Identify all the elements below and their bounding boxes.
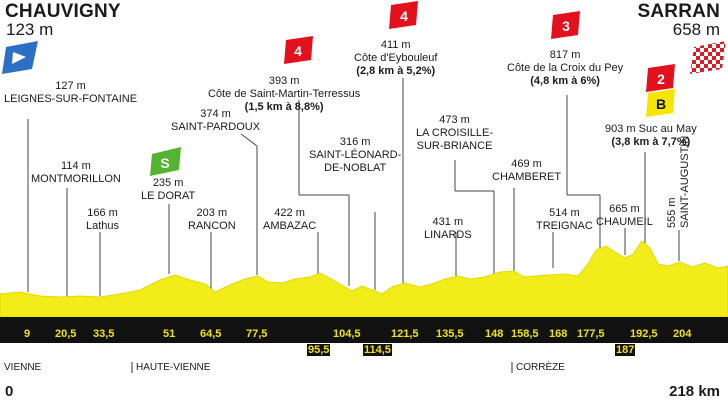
km-tick: 51: [163, 328, 176, 340]
elevation-profile: [0, 240, 728, 318]
waypoint-label: 166 m Lathus: [86, 207, 120, 232]
waypoint-label: 374 m SAINT-PARDOUX: [171, 108, 261, 133]
km-tick: 9: [24, 328, 31, 340]
leader-lines: [27, 78, 680, 297]
waypoint-label: 431 m LINARDS: [424, 216, 472, 241]
finish-town: SARRAN: [637, 1, 720, 22]
waypoint-label: 514 m TREIGNAC: [536, 207, 593, 232]
svg-text:4: 4: [400, 8, 408, 24]
km-tick: 20,5: [55, 328, 77, 340]
climb-label: 903 m Suc au May (3,8 km à 7,7%): [605, 123, 697, 148]
km-tick: 114,5: [363, 344, 392, 356]
start-km: 0: [5, 383, 14, 400]
waypoint-label: 469 m CHAMBERET: [492, 158, 562, 183]
km-tick: 104,5: [333, 328, 361, 340]
climb-label: 393 m Côte de Saint-Martin-Terressus (1,5 …: [208, 75, 361, 113]
waypoint-label: 473 m LA CROISILLE- SUR-BRIANCE: [416, 114, 494, 152]
km-tick: 95,5: [307, 344, 331, 356]
finish-altitude: 658 m: [672, 20, 720, 39]
km-tick: 204: [673, 328, 692, 340]
waypoint-label: 127 m LEIGNES-SUR-FONTAINE: [4, 80, 138, 105]
waypoint-label-rotated: 555 m SAINT-AUGUSTIN: [666, 135, 691, 228]
total-distance: 218 km: [669, 383, 720, 400]
km-tick: 192,5: [630, 328, 658, 340]
waypoint-label: 114 m MONTMORILLON: [31, 160, 121, 185]
start-town: CHAUVIGNY: [5, 1, 121, 22]
region-correze: CORRÈZE: [516, 362, 565, 373]
climb-cat2-badge: 2: [646, 64, 675, 92]
svg-text:4: 4: [294, 43, 302, 59]
sprint-badge: S: [150, 147, 181, 176]
distance-band: [0, 317, 728, 343]
km-tick: 158,5: [511, 328, 539, 340]
region-vienne: VIENNE: [4, 362, 42, 373]
svg-text:B: B: [656, 96, 666, 112]
climb-label: 411 m Côte d'Eybouleuf (2,8 km à 5,2%): [354, 39, 438, 77]
waypoint-label: 316 m SAINT-LÉONARD- DE-NOBLAT: [309, 136, 402, 174]
waypoint-label: 203 m RANCON: [188, 207, 236, 232]
climb-cat3-badge: 3: [551, 11, 580, 39]
start-flag-icon: [2, 41, 38, 74]
waypoint-label: 235 m LE DORAT: [141, 177, 196, 202]
km-tick: 148: [485, 328, 504, 340]
km-tick: 187: [615, 344, 636, 356]
km-tick: 168: [549, 328, 568, 340]
km-tick: 121,5: [391, 328, 419, 340]
svg-text:3: 3: [562, 18, 570, 34]
km-tick: 177,5: [577, 328, 605, 340]
climb-cat4-badge-2: 4: [389, 1, 418, 29]
waypoint-label: 665 m CHAUMEIL: [596, 203, 653, 228]
svg-text:S: S: [160, 155, 169, 171]
climb-label: 817 m Côte de la Croix du Pey (4,8 km à 6%…: [507, 49, 624, 87]
region-haute-vienne: HAUTE-VIENNE: [136, 362, 211, 373]
km-tick: 135,5: [436, 328, 464, 340]
svg-text:2: 2: [657, 71, 665, 87]
climb-cat4-badge-1: 4: [284, 36, 313, 64]
km-tick: 33,5: [93, 328, 115, 340]
km-tick: 64,5: [200, 328, 222, 340]
finish-flag-icon: [690, 41, 726, 74]
start-altitude: 123 m: [6, 20, 54, 39]
km-tick: 77,5: [246, 328, 268, 340]
bonus-badge: B: [646, 89, 675, 117]
waypoint-label: 422 m AMBAZAC: [263, 207, 317, 232]
